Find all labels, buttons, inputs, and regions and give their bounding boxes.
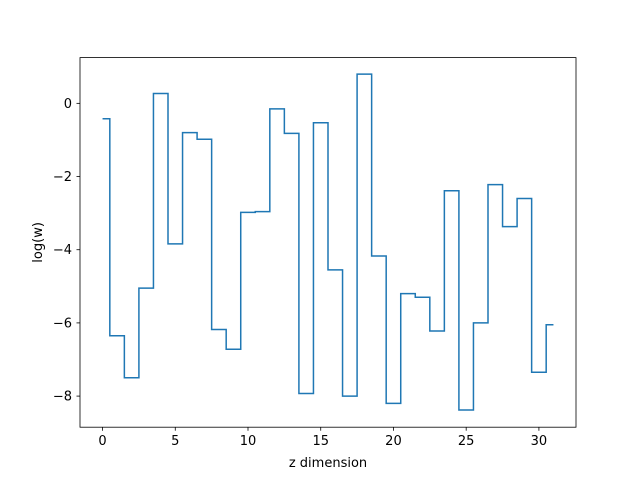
y-axis-ticks: 0 −2 −4 −6 −8 — [53, 97, 80, 405]
x-tick-label: 25 — [458, 434, 475, 449]
x-tick-label: 15 — [312, 434, 329, 449]
plot-frame — [79, 57, 577, 428]
y-tick-label: −8 — [53, 390, 72, 405]
y-axis-label: log(w) — [31, 222, 46, 263]
x-tick-label: 30 — [531, 434, 548, 449]
x-tick-label: 0 — [98, 434, 106, 449]
x-tick-label: 10 — [240, 434, 257, 449]
x-tick-label: 20 — [385, 434, 402, 449]
x-tick-label: 5 — [171, 434, 179, 449]
x-axis-label: z dimension — [289, 456, 367, 471]
y-tick-label: −4 — [53, 243, 72, 258]
x-axis-ticks: 0 5 10 15 20 25 30 — [98, 427, 547, 449]
series-line-0 — [102, 73, 554, 411]
series-layer — [102, 73, 554, 411]
y-tick-label: −2 — [53, 170, 72, 185]
y-tick-label: 0 — [64, 97, 72, 112]
y-tick-label: −6 — [53, 316, 72, 331]
